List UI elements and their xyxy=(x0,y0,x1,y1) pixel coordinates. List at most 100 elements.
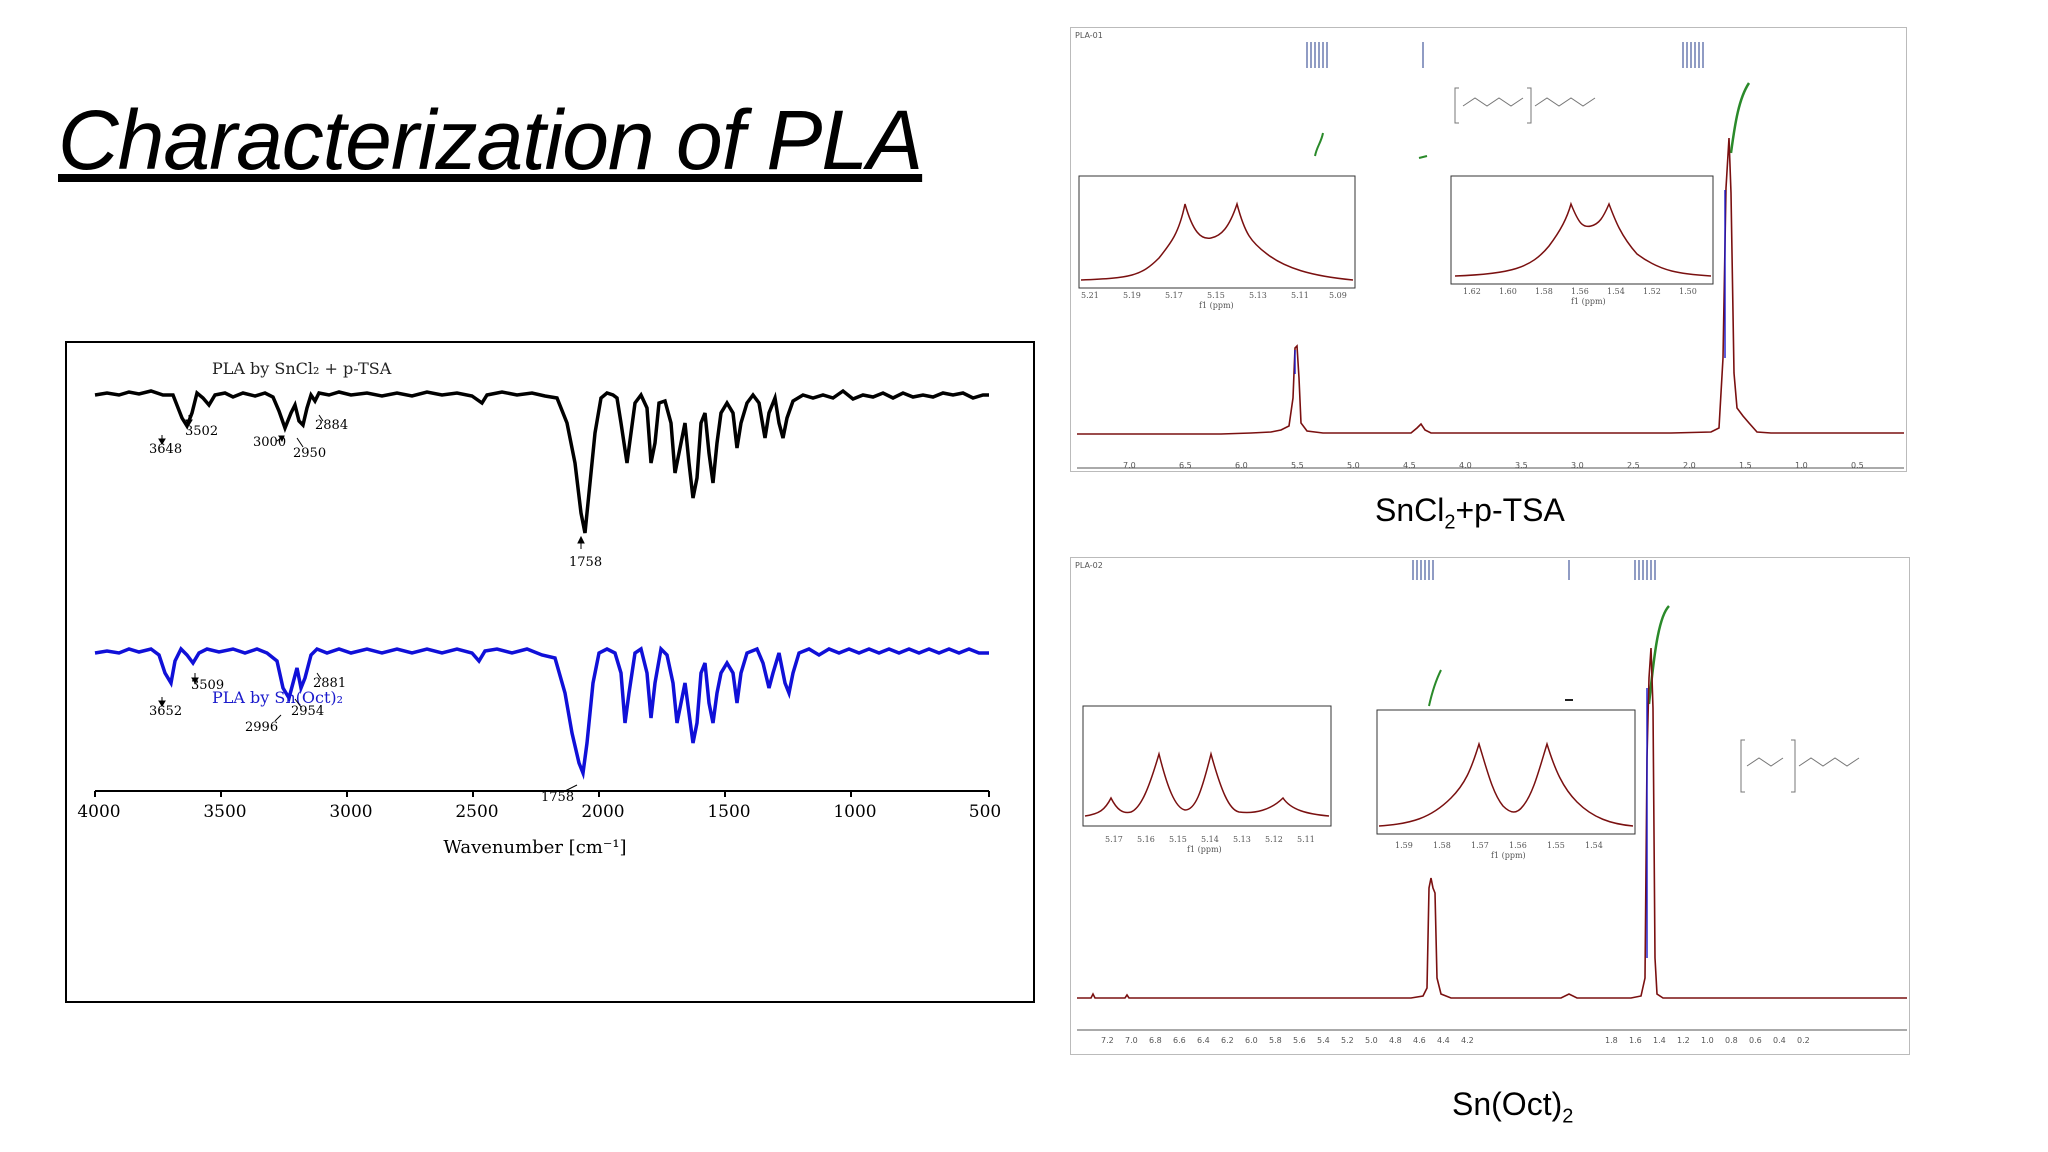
nmr-bottom-axis-tick: 6.8 xyxy=(1149,1036,1162,1045)
nmr-bottom-inset1-tick: 5.12 xyxy=(1265,835,1283,844)
nmr-bottom-inset-1 xyxy=(1082,705,1332,827)
nmr-top-inset-1 xyxy=(1078,175,1356,289)
nmr-top-inset1-axis-label: f1 (ppm) xyxy=(1199,301,1234,310)
nmr-bottom-axis-tick: 5.0 xyxy=(1365,1036,1378,1045)
pla-structure-icon xyxy=(1454,87,1596,124)
nmr-bottom-inset2-tick: 1.57 xyxy=(1471,841,1489,850)
nmr-bottom-caption-main: Sn(Oct) xyxy=(1452,1086,1563,1122)
nmr-bottom-axis-tick: 7.2 xyxy=(1101,1036,1114,1045)
nmr-top-axis-tick: 0.5 xyxy=(1851,461,1864,470)
nmr-top-inset-2 xyxy=(1450,175,1714,285)
ir-spectrum-panel: PLA by SnCl₂ + p-TSA PLA by Sn(Oct)₂ 364… xyxy=(65,341,1035,1003)
nmr-top-inset2-axis-label: f1 (ppm) xyxy=(1571,297,1606,306)
nmr-top-axis-tick: 5.0 xyxy=(1347,461,1360,470)
black-peak-label-1758: 1758 xyxy=(569,555,602,570)
nmr-top-caption: SnCl2+p-TSA xyxy=(1375,492,1565,534)
nmr-bottom-inset2-tick: 1.54 xyxy=(1585,841,1603,850)
nmr-top-inset1-tick: 5.15 xyxy=(1207,291,1225,300)
nmr-bottom-axis-tick: 6.0 xyxy=(1245,1036,1258,1045)
ir-x-tick-3500: 3500 xyxy=(203,802,246,822)
ir-x-tick-500: 500 xyxy=(969,802,1001,822)
nmr-bottom-axis-tick: 4.4 xyxy=(1437,1036,1450,1045)
nmr-top-sample-id: PLA-01 xyxy=(1075,31,1103,40)
nmr-bottom-sample-id: PLA-02 xyxy=(1075,561,1103,570)
ir-spectrum-chart: PLA by SnCl₂ + p-TSA PLA by Sn(Oct)₂ 364… xyxy=(77,359,1001,858)
nmr-top-axis-tick: 2.5 xyxy=(1627,461,1640,470)
nmr-bottom-caption-sub: 2 xyxy=(1562,1105,1574,1128)
ir-x-axis-label: Wavenumber [cm⁻¹] xyxy=(443,837,626,858)
black-spectrum-line xyxy=(94,388,989,534)
nmr-bottom-inset1-tick: 5.15 xyxy=(1169,835,1187,844)
nmr-bottom-inset1-tick: 5.13 xyxy=(1233,835,1251,844)
blue-series-label: PLA by Sn(Oct)₂ xyxy=(212,688,343,707)
nmr-bottom-panel: PLA-02 5.17 5.16 5.15 5.14 5.13 5.12 5.1… xyxy=(1070,557,1910,1055)
nmr-bottom-inset1-tick: 5.14 xyxy=(1201,835,1219,844)
nmr-top-axis-ticks: 7.0 6.5 6.0 5.5 5.0 4.5 4.0 3.5 3.0 2.5 … xyxy=(1071,461,1908,473)
nmr-top-axis-tick: 6.0 xyxy=(1235,461,1248,470)
nmr-bottom-inset2-tick: 1.55 xyxy=(1547,841,1565,850)
nmr-bottom-axis-tick: 4.8 xyxy=(1389,1036,1402,1045)
nmr-bottom-axis-tick: 1.4 xyxy=(1653,1036,1666,1045)
nmr-top-inset1-tick: 5.11 xyxy=(1291,291,1309,300)
nmr-bottom-axis-ticks: 7.2 7.0 6.8 6.6 6.4 6.2 6.0 5.8 5.6 5.4 … xyxy=(1071,1036,1911,1048)
nmr-bottom-inset1-tick: 5.17 xyxy=(1105,835,1123,844)
nmr-bottom-inset2-tick: 1.59 xyxy=(1395,841,1413,850)
blue-peak-label-1758: 1758 xyxy=(541,790,574,805)
nmr-bottom-axis-tick: 1.2 xyxy=(1677,1036,1690,1045)
black-peak-label-3502: 3502 xyxy=(185,424,218,439)
nmr-bottom-axis-tick: 4.6 xyxy=(1413,1036,1426,1045)
nmr-bottom-axis-tick: 5.8 xyxy=(1269,1036,1282,1045)
nmr-bottom-axis-tick: 5.4 xyxy=(1317,1036,1330,1045)
nmr-top-caption-sub: 2 xyxy=(1444,511,1456,534)
nmr-top-inset2-tick: 1.62 xyxy=(1463,287,1481,296)
nmr-top-panel: PLA-01 5.21 5.19 5.17 5.15 5.1 xyxy=(1070,27,1908,482)
nmr-bottom-axis-tick: 1.8 xyxy=(1605,1036,1618,1045)
nmr-top-spectrum: PLA-01 5.21 5.19 5.17 5.15 5.1 xyxy=(1075,31,1904,482)
nmr-top-inset2-tick: 1.58 xyxy=(1535,287,1553,296)
nmr-bottom-axis-tick: 1.6 xyxy=(1629,1036,1642,1045)
nmr-top-axis-tick: 3.0 xyxy=(1571,461,1584,470)
nmr-top-caption-tail: +p-TSA xyxy=(1455,492,1565,528)
blue-peak-label-3509: 3509 xyxy=(191,678,224,693)
ir-x-tick-2500: 2500 xyxy=(455,802,498,822)
nmr-bottom-axis-tick: 1.0 xyxy=(1701,1036,1714,1045)
nmr-bottom-inset2-axis-label: f1 (ppm) xyxy=(1491,851,1526,860)
nmr-bottom-axis-tick: 6.4 xyxy=(1197,1036,1210,1045)
nmr-bottom-inset1-axis-label: f1 (ppm) xyxy=(1187,845,1222,854)
black-peak-label-2884: 2884 xyxy=(315,418,348,433)
ir-x-tick-1500: 1500 xyxy=(707,802,750,822)
nmr-bottom-axis-tick: 0.4 xyxy=(1773,1036,1786,1045)
nmr-top-main-line xyxy=(1077,137,1904,435)
nmr-bottom-spectrum: PLA-02 5.17 5.16 5.15 5.14 5.13 5.12 5.1… xyxy=(1075,560,1907,1031)
nmr-bottom-inset1-tick: 5.16 xyxy=(1137,835,1155,844)
pla-structure-icon xyxy=(1740,739,1860,793)
black-peak-label-3648: 3648 xyxy=(149,442,182,457)
nmr-top-axis-tick: 4.0 xyxy=(1459,461,1472,470)
nmr-top-axis-tick: 5.5 xyxy=(1291,461,1304,470)
nmr-top-inset1-tick: 5.19 xyxy=(1123,291,1141,300)
nmr-bottom-axis-tick: 0.6 xyxy=(1749,1036,1762,1045)
nmr-bottom-axis-tick: 6.2 xyxy=(1221,1036,1234,1045)
nmr-bottom-inset2-tick: 1.56 xyxy=(1509,841,1527,850)
nmr-bottom-axis-tick: 5.2 xyxy=(1341,1036,1354,1045)
nmr-top-axis-tick: 1.5 xyxy=(1739,461,1752,470)
nmr-top-inset2-tick: 1.50 xyxy=(1679,287,1697,296)
nmr-top-inset1-tick: 5.17 xyxy=(1165,291,1183,300)
nmr-top-inset1-tick: 5.09 xyxy=(1329,291,1347,300)
nmr-top-inset2-tick: 1.60 xyxy=(1499,287,1517,296)
black-series-label: PLA by SnCl₂ + p-TSA xyxy=(212,359,392,378)
black-peak-label-2950: 2950 xyxy=(293,446,326,461)
nmr-bottom-inset1-tick: 5.11 xyxy=(1297,835,1315,844)
nmr-bottom-axis-tick: 5.6 xyxy=(1293,1036,1306,1045)
nmr-top-axis-tick: 3.5 xyxy=(1515,461,1528,470)
ir-x-tick-4000: 4000 xyxy=(77,802,120,822)
nmr-bottom-caption: Sn(Oct)2 xyxy=(1452,1086,1573,1128)
blue-peak-label-2881: 2881 xyxy=(313,676,346,691)
nmr-top-axis-tick: 1.0 xyxy=(1795,461,1808,470)
nmr-bottom-axis-tick: 0.8 xyxy=(1725,1036,1738,1045)
blue-peak-label-2954: 2954 xyxy=(291,704,324,719)
ir-x-tick-3000: 3000 xyxy=(329,802,372,822)
nmr-top-axis-tick: 6.5 xyxy=(1179,461,1192,470)
nmr-top-caption-main: SnCl xyxy=(1375,492,1445,528)
nmr-bottom-axis-tick: 4.2 xyxy=(1461,1036,1474,1045)
